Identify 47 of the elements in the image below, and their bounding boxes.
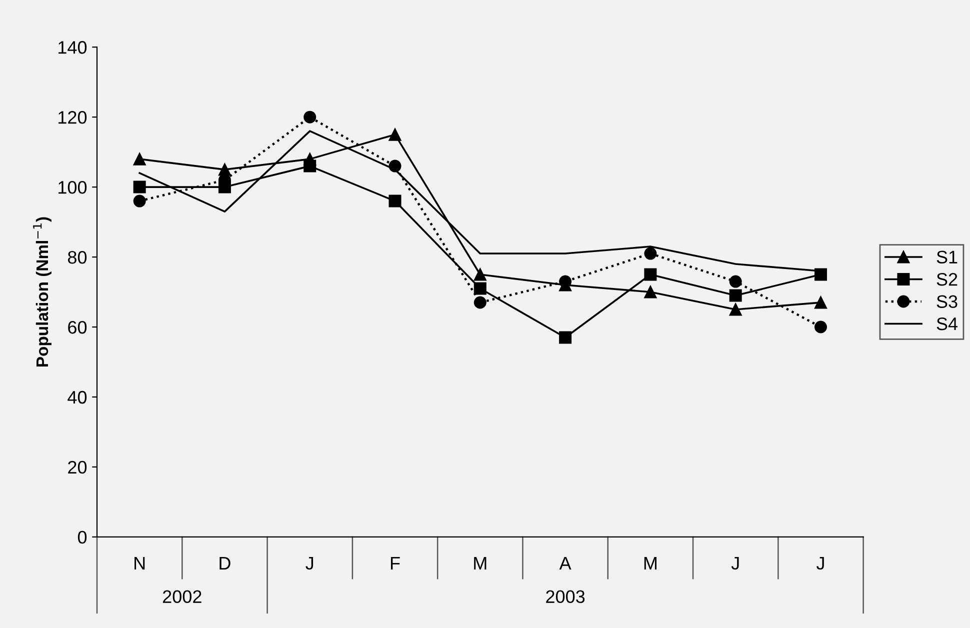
point — [644, 268, 657, 281]
y-tick-label: 80 — [68, 250, 87, 264]
point — [388, 128, 402, 141]
x-tick-label: M — [474, 557, 486, 570]
point — [133, 180, 146, 194]
x-tick-label: D — [220, 557, 230, 570]
y-axis-title: Population (Nml$^{−1}$) — [33, 217, 52, 366]
legend-label: S1 — [936, 250, 958, 264]
point — [388, 194, 402, 208]
legend-label: S3 — [936, 295, 958, 308]
y-tick-label: 20 — [68, 460, 87, 474]
x-tick-label: F — [390, 557, 400, 570]
point — [559, 331, 572, 344]
text: 2002 — [162, 590, 202, 604]
point — [729, 303, 742, 316]
x-tick-label: J — [731, 557, 739, 570]
x-tick-label: J — [306, 557, 314, 570]
point — [218, 163, 231, 176]
y-tick-label: 120 — [58, 111, 87, 124]
point — [814, 296, 827, 309]
point — [814, 268, 827, 281]
text: 2003 — [546, 590, 585, 604]
y-tick-label: 140 — [58, 41, 87, 54]
point — [304, 110, 316, 124]
point — [218, 180, 231, 194]
y-tick-label: 100 — [58, 180, 87, 194]
point — [133, 194, 146, 208]
point — [644, 286, 657, 298]
legend-label: S4 — [936, 317, 958, 330]
x-tick-label: M — [644, 557, 656, 570]
x-tick-label: J — [816, 557, 824, 570]
x-tick-label: N — [134, 557, 145, 570]
point — [474, 296, 486, 309]
point — [388, 160, 402, 172]
y-tick-label: 60 — [68, 320, 87, 334]
x-tick-label: A — [559, 557, 572, 570]
point — [644, 247, 657, 260]
y-tick-label: 0 — [78, 530, 87, 544]
point — [474, 282, 486, 295]
point — [474, 268, 486, 281]
point — [729, 289, 742, 302]
point — [729, 275, 742, 288]
legend-label: S2 — [936, 272, 958, 286]
point — [133, 152, 146, 166]
y-tick-label: 40 — [68, 390, 87, 404]
point — [304, 152, 316, 166]
point — [814, 320, 827, 334]
